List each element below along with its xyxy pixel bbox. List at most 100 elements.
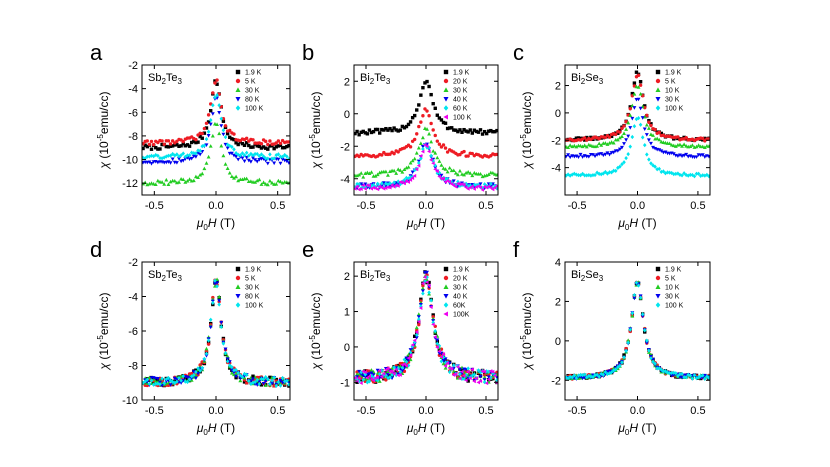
data-point — [443, 364, 448, 368]
data-point — [419, 120, 423, 124]
data-point — [285, 154, 289, 159]
data-point — [584, 144, 589, 149]
data-point — [259, 376, 264, 382]
data-point — [700, 153, 705, 157]
data-point — [578, 143, 583, 148]
series-30-k — [354, 126, 498, 179]
data-point — [653, 127, 657, 132]
data-point — [451, 168, 456, 173]
data-point — [593, 172, 597, 178]
data-point — [707, 144, 710, 148]
data-point — [208, 122, 213, 127]
data-point — [626, 338, 631, 342]
data-point — [225, 354, 230, 358]
data-point — [282, 152, 287, 158]
data-point — [168, 383, 173, 387]
data-point — [588, 143, 593, 148]
x-tick-label: -0.5 — [357, 200, 376, 212]
data-point — [655, 366, 659, 371]
data-point — [383, 367, 388, 372]
data-point — [240, 151, 245, 156]
data-point — [227, 363, 232, 368]
data-point — [380, 153, 384, 157]
data-point — [202, 126, 207, 131]
data-point — [462, 373, 466, 378]
data-point — [162, 381, 166, 386]
data-point — [232, 370, 236, 375]
data-point — [441, 352, 446, 357]
legend-marker — [655, 275, 661, 281]
data-point — [478, 374, 483, 379]
material-label: Bi2Se3 — [571, 72, 604, 86]
legend-marker — [235, 87, 241, 92]
data-point — [458, 371, 462, 377]
data-point — [476, 368, 481, 373]
data-point — [702, 155, 707, 159]
data-point — [439, 355, 443, 359]
legend-label: 20 K — [453, 276, 468, 283]
data-point — [200, 136, 204, 140]
data-point — [472, 379, 476, 384]
data-point — [278, 179, 283, 184]
data-point — [147, 142, 152, 147]
data-point — [601, 171, 606, 176]
data-point — [478, 370, 483, 375]
data-point — [259, 152, 264, 157]
legend-marker — [235, 78, 241, 84]
data-point — [181, 373, 186, 379]
data-point — [584, 173, 589, 178]
data-point — [406, 165, 411, 169]
legend-label: 5 K — [665, 79, 676, 86]
data-points — [354, 270, 498, 386]
data-point — [565, 375, 568, 380]
legend-marker — [655, 87, 661, 92]
data-point — [692, 174, 697, 179]
data-point — [646, 138, 651, 142]
panel-f: -0.5 0.0 0.5 -2 0 2 4 f Bi2Se3 1.9 K 5 K 10 K 30 K 10… — [513, 237, 711, 437]
data-point — [622, 142, 626, 146]
data-point — [492, 185, 497, 190]
data-point — [593, 154, 597, 159]
series-40-k — [354, 270, 498, 383]
data-point — [257, 177, 262, 182]
data-point — [270, 156, 274, 161]
y-tick-label: -2 — [128, 60, 138, 72]
data-point — [408, 353, 413, 358]
data-point — [488, 369, 493, 374]
data-point — [369, 371, 374, 376]
data-point — [632, 84, 637, 88]
data-point — [618, 130, 622, 134]
data-point — [143, 379, 147, 384]
data-point — [285, 378, 289, 383]
data-point — [191, 178, 196, 183]
data-point — [429, 153, 433, 158]
data-point — [462, 149, 466, 154]
data-point — [435, 171, 440, 176]
y-tick-label: -2 — [551, 135, 561, 147]
data-point — [253, 151, 257, 157]
data-point — [253, 379, 257, 385]
legend-marker — [443, 275, 449, 281]
data-point — [219, 116, 224, 121]
data-point — [263, 158, 268, 163]
data-point — [215, 284, 219, 289]
data-point — [392, 184, 396, 189]
data-point — [642, 127, 647, 132]
data-point — [238, 153, 243, 158]
legend-marker — [443, 114, 448, 120]
data-point — [272, 156, 276, 161]
data-point — [680, 371, 684, 377]
data-point — [433, 151, 438, 155]
data-point — [480, 187, 485, 192]
panel-letter: d — [90, 237, 102, 262]
data-point — [266, 377, 270, 382]
data-point — [690, 143, 695, 147]
data-point — [416, 312, 421, 316]
data-point — [466, 154, 470, 158]
data-point — [377, 372, 382, 377]
data-point — [470, 131, 474, 135]
data-point — [605, 142, 610, 146]
x-tick-label: -0.5 — [568, 405, 587, 417]
data-point — [151, 142, 156, 147]
data-point — [427, 84, 431, 89]
